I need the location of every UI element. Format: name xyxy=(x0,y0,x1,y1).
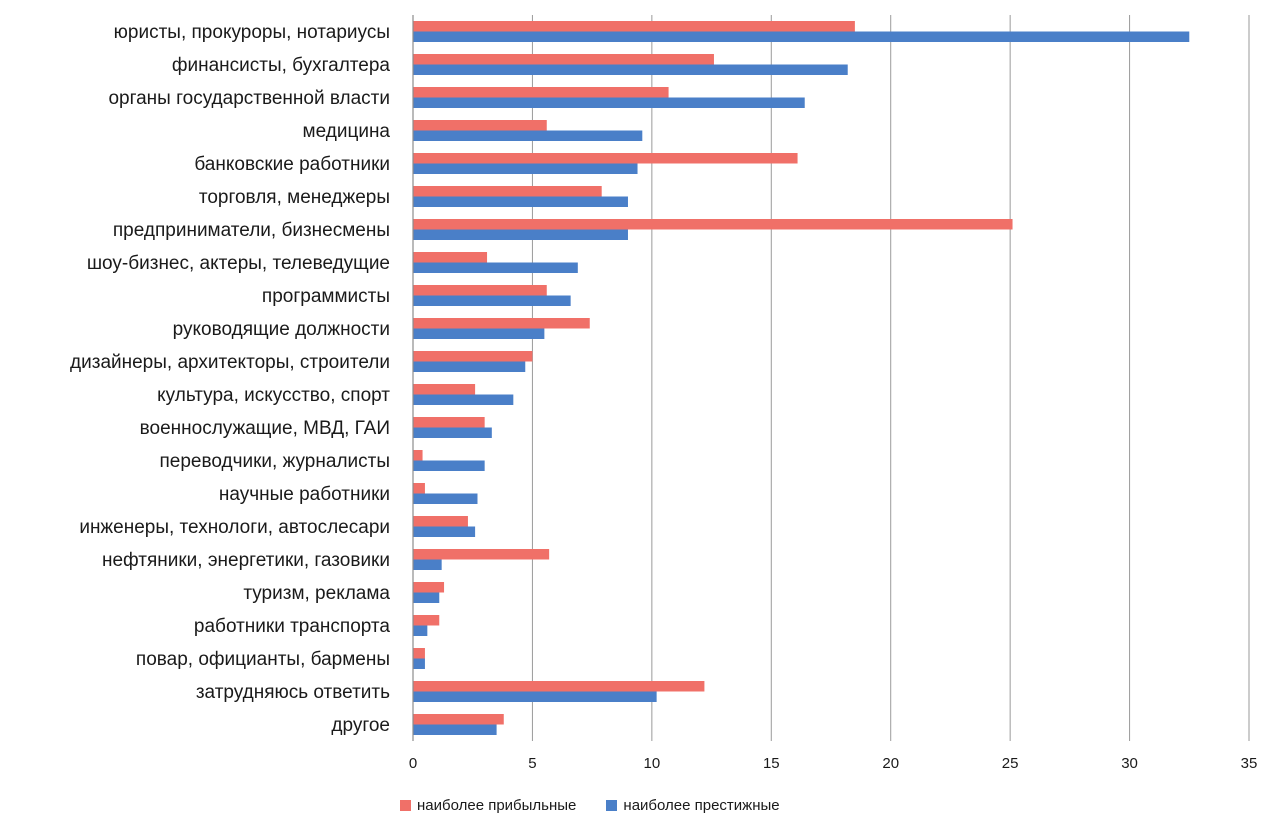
bar-profitable xyxy=(413,615,440,626)
bar-prestigious xyxy=(413,625,428,636)
category-label: переводчики, журналисты xyxy=(160,451,391,472)
legend-item-profitable: наиболее прибыльные xyxy=(400,797,576,814)
category-label: руководящие должности xyxy=(173,319,390,340)
bar-profitable xyxy=(413,252,488,263)
category-label: банковские работники xyxy=(194,154,390,175)
category-label: шоу-бизнес, актеры, телеведущие xyxy=(87,253,390,274)
bar-prestigious xyxy=(413,130,643,141)
bar-prestigious xyxy=(413,97,805,108)
category-label: программисты xyxy=(262,286,390,307)
category-label: научные работники xyxy=(219,484,390,505)
bar-profitable xyxy=(413,54,714,65)
bar-profitable xyxy=(413,285,547,296)
bar-prestigious xyxy=(413,328,545,339)
bars xyxy=(413,21,1190,735)
bar-profitable xyxy=(413,681,705,692)
bar-prestigious xyxy=(413,559,442,570)
legend-label-prestigious: наиболее престижные xyxy=(623,797,780,814)
legend-swatch-prestigious xyxy=(606,800,618,811)
bar-profitable xyxy=(413,648,425,659)
x-tick-label: 25 xyxy=(1002,755,1019,772)
bar-prestigious xyxy=(413,724,497,735)
category-label: другое xyxy=(331,715,390,736)
bar-prestigious xyxy=(413,295,571,306)
bar-prestigious xyxy=(413,460,485,471)
bar-profitable xyxy=(413,384,476,395)
bar-prestigious xyxy=(413,427,492,438)
bar-profitable xyxy=(413,219,1013,230)
category-label: затрудняюсь ответить xyxy=(196,682,390,703)
bar-prestigious xyxy=(413,592,440,603)
category-label: торговля, менеджеры xyxy=(199,187,390,208)
bar-prestigious xyxy=(413,361,526,372)
bar-prestigious xyxy=(413,526,476,537)
x-tick-label: 30 xyxy=(1121,755,1138,772)
legend-label-profitable: наиболее прибыльные xyxy=(417,797,577,814)
category-label: работники транспорта xyxy=(194,616,391,637)
bar-prestigious xyxy=(413,262,578,273)
legend: наиболее прибыльные наиболее престижные xyxy=(400,797,780,814)
x-tick-labels: 0 5 10 15 20 25 30 35 xyxy=(409,755,1258,772)
bar-prestigious xyxy=(413,658,425,669)
bar-profitable xyxy=(413,549,550,560)
bar-profitable xyxy=(413,516,468,527)
bar-profitable xyxy=(413,483,425,494)
bar-profitable xyxy=(413,120,547,131)
x-tick-label: 0 xyxy=(409,755,417,772)
x-tick-label: 10 xyxy=(644,755,661,772)
category-label: органы государственной власти xyxy=(108,88,390,109)
x-tick-label: 5 xyxy=(528,755,536,772)
legend-swatch-profitable xyxy=(400,800,411,811)
x-tick-label: 20 xyxy=(882,755,899,772)
bar-prestigious xyxy=(413,493,478,504)
category-label: дизайнеры, архитекторы, строители xyxy=(70,352,390,373)
bar-prestigious xyxy=(413,229,628,240)
legend-item-prestigious: наиболее престижные xyxy=(606,797,780,814)
category-label: повар, официанты, бармены xyxy=(136,649,390,670)
bar-prestigious xyxy=(413,163,638,174)
grid-lines xyxy=(531,15,1250,741)
bar-prestigious xyxy=(413,691,657,702)
bar-prestigious xyxy=(413,31,1190,42)
category-label: военнослужащие, МВД, ГАИ xyxy=(140,418,390,439)
x-tick-label: 15 xyxy=(763,755,780,772)
category-label: медицина xyxy=(303,121,391,142)
category-label: инженеры, технологи, автослесари xyxy=(79,517,390,538)
bar-profitable xyxy=(413,417,485,428)
category-label: культура, искусство, спорт xyxy=(157,385,390,406)
bar-prestigious xyxy=(413,64,848,75)
x-tick-label: 35 xyxy=(1241,755,1258,772)
bar-profitable xyxy=(413,714,504,725)
category-labels: юристы, прокуроры, нотариусы финансисты, … xyxy=(70,22,390,736)
bar-profitable xyxy=(413,318,590,329)
bar-prestigious xyxy=(413,196,628,207)
bar-profitable xyxy=(413,351,533,362)
bar-profitable xyxy=(413,21,855,32)
category-label: финансисты, бухгалтера xyxy=(172,55,391,76)
bar-profitable xyxy=(413,450,423,461)
category-label: туризм, реклама xyxy=(243,583,390,604)
bar-profitable xyxy=(413,87,669,98)
bar-profitable xyxy=(413,582,445,593)
category-label: юристы, прокуроры, нотариусы xyxy=(114,22,390,43)
bar-profitable xyxy=(413,153,798,164)
bar-profitable xyxy=(413,186,602,197)
bar-chart: юристы, прокуроры, нотариусы финансисты, … xyxy=(70,15,1258,772)
category-label: нефтяники, энергетики, газовики xyxy=(102,550,390,571)
category-label: предприниматели, бизнесмены xyxy=(113,220,390,241)
bar-prestigious xyxy=(413,394,514,405)
